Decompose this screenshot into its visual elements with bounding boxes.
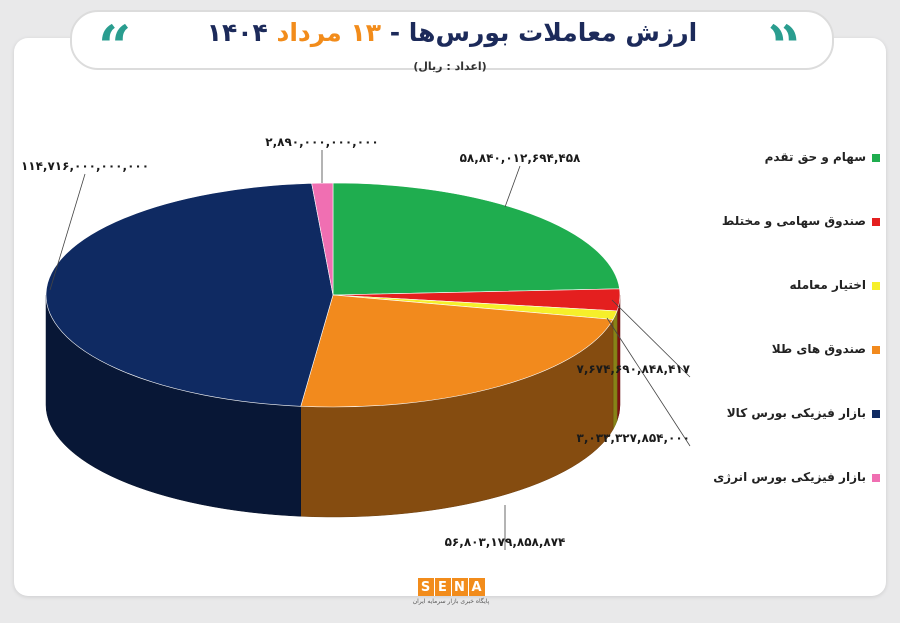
pie-slice bbox=[332, 182, 620, 296]
title-year: ۱۴۰۴ bbox=[206, 18, 268, 47]
legend-label: بازار فیزیکی بورس انرژی bbox=[713, 470, 866, 484]
leader-line bbox=[49, 173, 86, 291]
pie-slice bbox=[311, 182, 334, 296]
legend-label: سهام و حق تقدم bbox=[764, 150, 866, 164]
pie-slice bbox=[300, 294, 614, 408]
legend-swatch bbox=[872, 346, 880, 354]
pie-slice bbox=[45, 183, 334, 407]
title-date: ۱۳ مرداد bbox=[276, 18, 381, 47]
legend-item: سهام و حق تقدم bbox=[700, 150, 880, 214]
data-label: ۵۸,۸۴۰,۰۱۲,۶۹۴,۴۵۸ bbox=[460, 151, 581, 165]
sena-logo: S E N A پایگاه خبری بازار سرمایه ایران bbox=[404, 578, 498, 612]
chart-legend: سهام و حق تقدم صندوق سهامی و مختلط اختیا… bbox=[700, 150, 880, 534]
logo-letter: S bbox=[417, 578, 434, 596]
legend-label: اختیار معامله bbox=[789, 278, 866, 292]
logo-letter: N bbox=[451, 578, 468, 596]
legend-swatch bbox=[872, 282, 880, 290]
chart-title: ارزش معاملات بورس‌ها - ۱۳ مرداد ۱۴۰۴ bbox=[72, 18, 832, 47]
leader-line bbox=[606, 317, 691, 447]
data-label: ۳,۰۳۳,۳۲۷,۸۵۴,۰۰۰ bbox=[577, 431, 690, 445]
data-label: ۱۱۴,۷۱۶,۰۰۰,۰۰۰,۰۰۰ bbox=[21, 159, 149, 173]
legend-label: صندوق های طلا bbox=[771, 342, 866, 356]
legend-item: صندوق های طلا bbox=[700, 342, 880, 406]
legend-swatch bbox=[872, 410, 880, 418]
data-label: ۷,۶۷۴,۶۹۰,۸۴۸,۴۱۷ bbox=[577, 362, 691, 376]
legend-item: بازار فیزیکی بورس کالا bbox=[700, 406, 880, 470]
data-label: ۲,۸۹۰,۰۰۰,۰۰۰,۰۰۰ bbox=[265, 135, 378, 149]
legend-item: اختیار معامله bbox=[700, 278, 880, 342]
legend-item: صندوق سهامی و مختلط bbox=[700, 214, 880, 278]
legend-swatch bbox=[872, 218, 880, 226]
pie-slice-side bbox=[616, 294, 621, 421]
legend-swatch bbox=[872, 154, 880, 162]
data-label: ۵۶,۸۰۳,۱۷۹,۸۵۸,۸۷۴ bbox=[445, 535, 566, 549]
leader-line bbox=[611, 299, 691, 378]
title-banner: ارزش معاملات بورس‌ها - ۱۳ مرداد ۱۴۰۴ bbox=[70, 10, 834, 70]
logo-tagline: پایگاه خبری بازار سرمایه ایران bbox=[412, 598, 490, 605]
chart-subtitle: (اعداد : ریال) bbox=[413, 60, 487, 73]
quote-left-icon: “ bbox=[98, 13, 132, 81]
leader-line bbox=[504, 165, 521, 208]
logo-letter: E bbox=[434, 578, 451, 596]
title-main: ارزش معاملات بورس‌ها - bbox=[380, 18, 698, 47]
legend-label: بازار فیزیکی بورس کالا bbox=[726, 406, 866, 420]
legend-swatch bbox=[872, 474, 880, 482]
logo-letter: A bbox=[468, 578, 485, 596]
legend-item: بازار فیزیکی بورس انرژی bbox=[700, 470, 880, 534]
legend-label: صندوق سهامی و مختلط bbox=[721, 214, 866, 228]
logo-letters: S E N A bbox=[417, 578, 485, 596]
